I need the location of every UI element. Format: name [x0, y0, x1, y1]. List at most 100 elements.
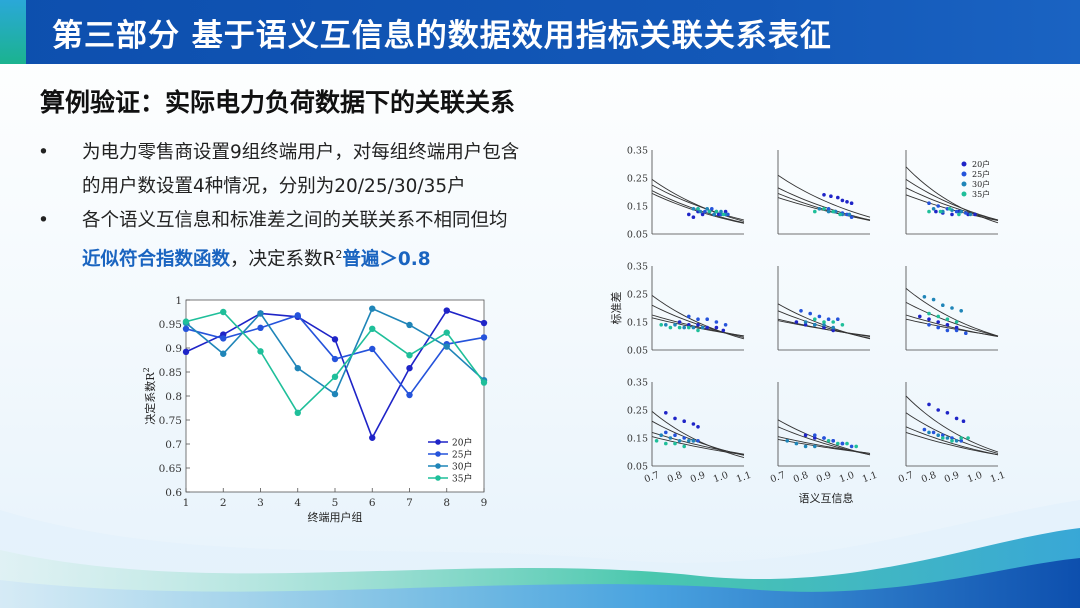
- scatter-point: [687, 325, 691, 330]
- scatter-point: [836, 195, 840, 200]
- scatter-point: [822, 325, 826, 330]
- panel-y-tick-label: 0.15: [627, 202, 648, 213]
- scatter-point: [947, 207, 952, 211]
- scatter-point: [845, 200, 849, 204]
- scatter-point: [813, 209, 817, 214]
- scatter-point: [959, 436, 963, 440]
- scatter-point: [664, 323, 668, 327]
- x-tick-label: 5: [332, 497, 339, 509]
- legend-label: 35户: [452, 473, 472, 485]
- scatter-point: [831, 209, 835, 214]
- scatter-panel: [777, 150, 871, 235]
- legend-marker: [435, 439, 441, 445]
- scatter-legend-label: 35户: [972, 189, 990, 199]
- scatter-point: [664, 411, 668, 415]
- y-tick-label: 1: [175, 295, 182, 307]
- scatter-point: [945, 411, 950, 415]
- scatter-point: [682, 436, 686, 440]
- fit-curve: [905, 187, 999, 221]
- bullet-list: • 为电力零售商设置9组终端用户，对每组终端用户包含 的用户数设置4种情况，分别…: [38, 136, 598, 277]
- scatter-point: [677, 320, 682, 324]
- scatter-point: [664, 430, 668, 435]
- scatter-point: [813, 323, 817, 327]
- scatter-point: [849, 444, 854, 449]
- scatter-point: [723, 323, 728, 327]
- panel-y-tick-label: 0.25: [627, 406, 648, 417]
- scatter-point: [705, 207, 709, 211]
- header-accent: [0, 0, 26, 64]
- scatter-point: [945, 323, 950, 327]
- scatter-point: [826, 317, 831, 321]
- fit-curve: [651, 436, 745, 456]
- scatter-point: [961, 419, 966, 424]
- decorative-waves: [0, 500, 1080, 608]
- r2-superscript: 2: [335, 248, 343, 261]
- data-point: [220, 308, 227, 316]
- data-point: [406, 364, 413, 372]
- fit-curve: [651, 317, 745, 337]
- scatter-point: [691, 215, 696, 219]
- scatter-point: [696, 323, 700, 327]
- scatter-point: [677, 439, 682, 443]
- scatter-point: [936, 204, 940, 208]
- legend-label: 20户: [452, 437, 472, 449]
- fit-curve: [651, 295, 745, 340]
- scatter-point: [945, 436, 950, 440]
- scatter-point: [700, 325, 705, 330]
- scatter-point: [822, 320, 826, 324]
- scatter-point: [817, 314, 822, 319]
- fit-curve: [905, 426, 999, 456]
- scatter-panel: [905, 266, 999, 351]
- scatter-point: [712, 212, 716, 217]
- data-point: [406, 352, 413, 359]
- bullet-dot: •: [38, 142, 49, 163]
- data-point: [480, 319, 488, 327]
- scatter-point: [941, 303, 945, 307]
- scatter-point: [813, 317, 817, 321]
- wave-blue: [0, 558, 1080, 608]
- y-tick-label: 0.7: [165, 439, 182, 451]
- scatter-point: [826, 207, 831, 211]
- scatter-point: [721, 212, 726, 217]
- scatter-point: [934, 209, 938, 214]
- scatter-point: [822, 323, 826, 327]
- data-point: [331, 336, 339, 343]
- scatter-point: [682, 419, 686, 424]
- scatter-point: [849, 215, 854, 219]
- scatter-point: [714, 209, 719, 214]
- scatter-point: [687, 212, 691, 217]
- panel-x-tick-label: 0.8: [920, 470, 938, 486]
- scatter-point: [845, 441, 849, 446]
- panel-x-tick-label: 1.1: [861, 470, 879, 486]
- data-point: [369, 305, 376, 312]
- scatter-point: [703, 209, 707, 214]
- scatter-point: [941, 433, 945, 438]
- scatter-point: [931, 430, 936, 435]
- scatter-point: [840, 441, 845, 446]
- data-point: [369, 325, 376, 332]
- scatter-point: [954, 320, 959, 324]
- x-tick-label: 8: [443, 497, 450, 509]
- scatter-point: [668, 325, 673, 330]
- panel-y-tick-label: 0.35: [627, 146, 648, 157]
- scatter-point: [966, 436, 970, 440]
- panel-y-tick-label: 0.25: [627, 290, 648, 301]
- bullet-item-1: • 为电力零售商设置9组终端用户，对每组终端用户包含 的用户数设置4种情况，分别…: [38, 136, 598, 204]
- header-bar: 第三部分 基于语义互信息的数据效用指标关联关系表征: [0, 0, 1080, 64]
- scatter-point: [954, 416, 959, 421]
- scatter-point: [849, 201, 854, 205]
- scatter-point: [936, 314, 940, 319]
- scatter-point: [840, 323, 845, 327]
- data-point: [182, 348, 190, 356]
- x-tick-label: 7: [406, 497, 413, 509]
- scatter-point: [959, 309, 963, 313]
- scatter-panel: 0.05 0.15 0.25 0.35: [627, 146, 745, 241]
- scatter-point: [936, 320, 940, 324]
- y-tick-label: 0.95: [159, 319, 182, 331]
- scatter-panel: 0.05 0.15 0.25 0.35: [627, 262, 745, 357]
- fit-curve: [651, 431, 745, 455]
- panel-x-tick-label: 1.0: [838, 470, 856, 486]
- scatter-point: [687, 439, 691, 443]
